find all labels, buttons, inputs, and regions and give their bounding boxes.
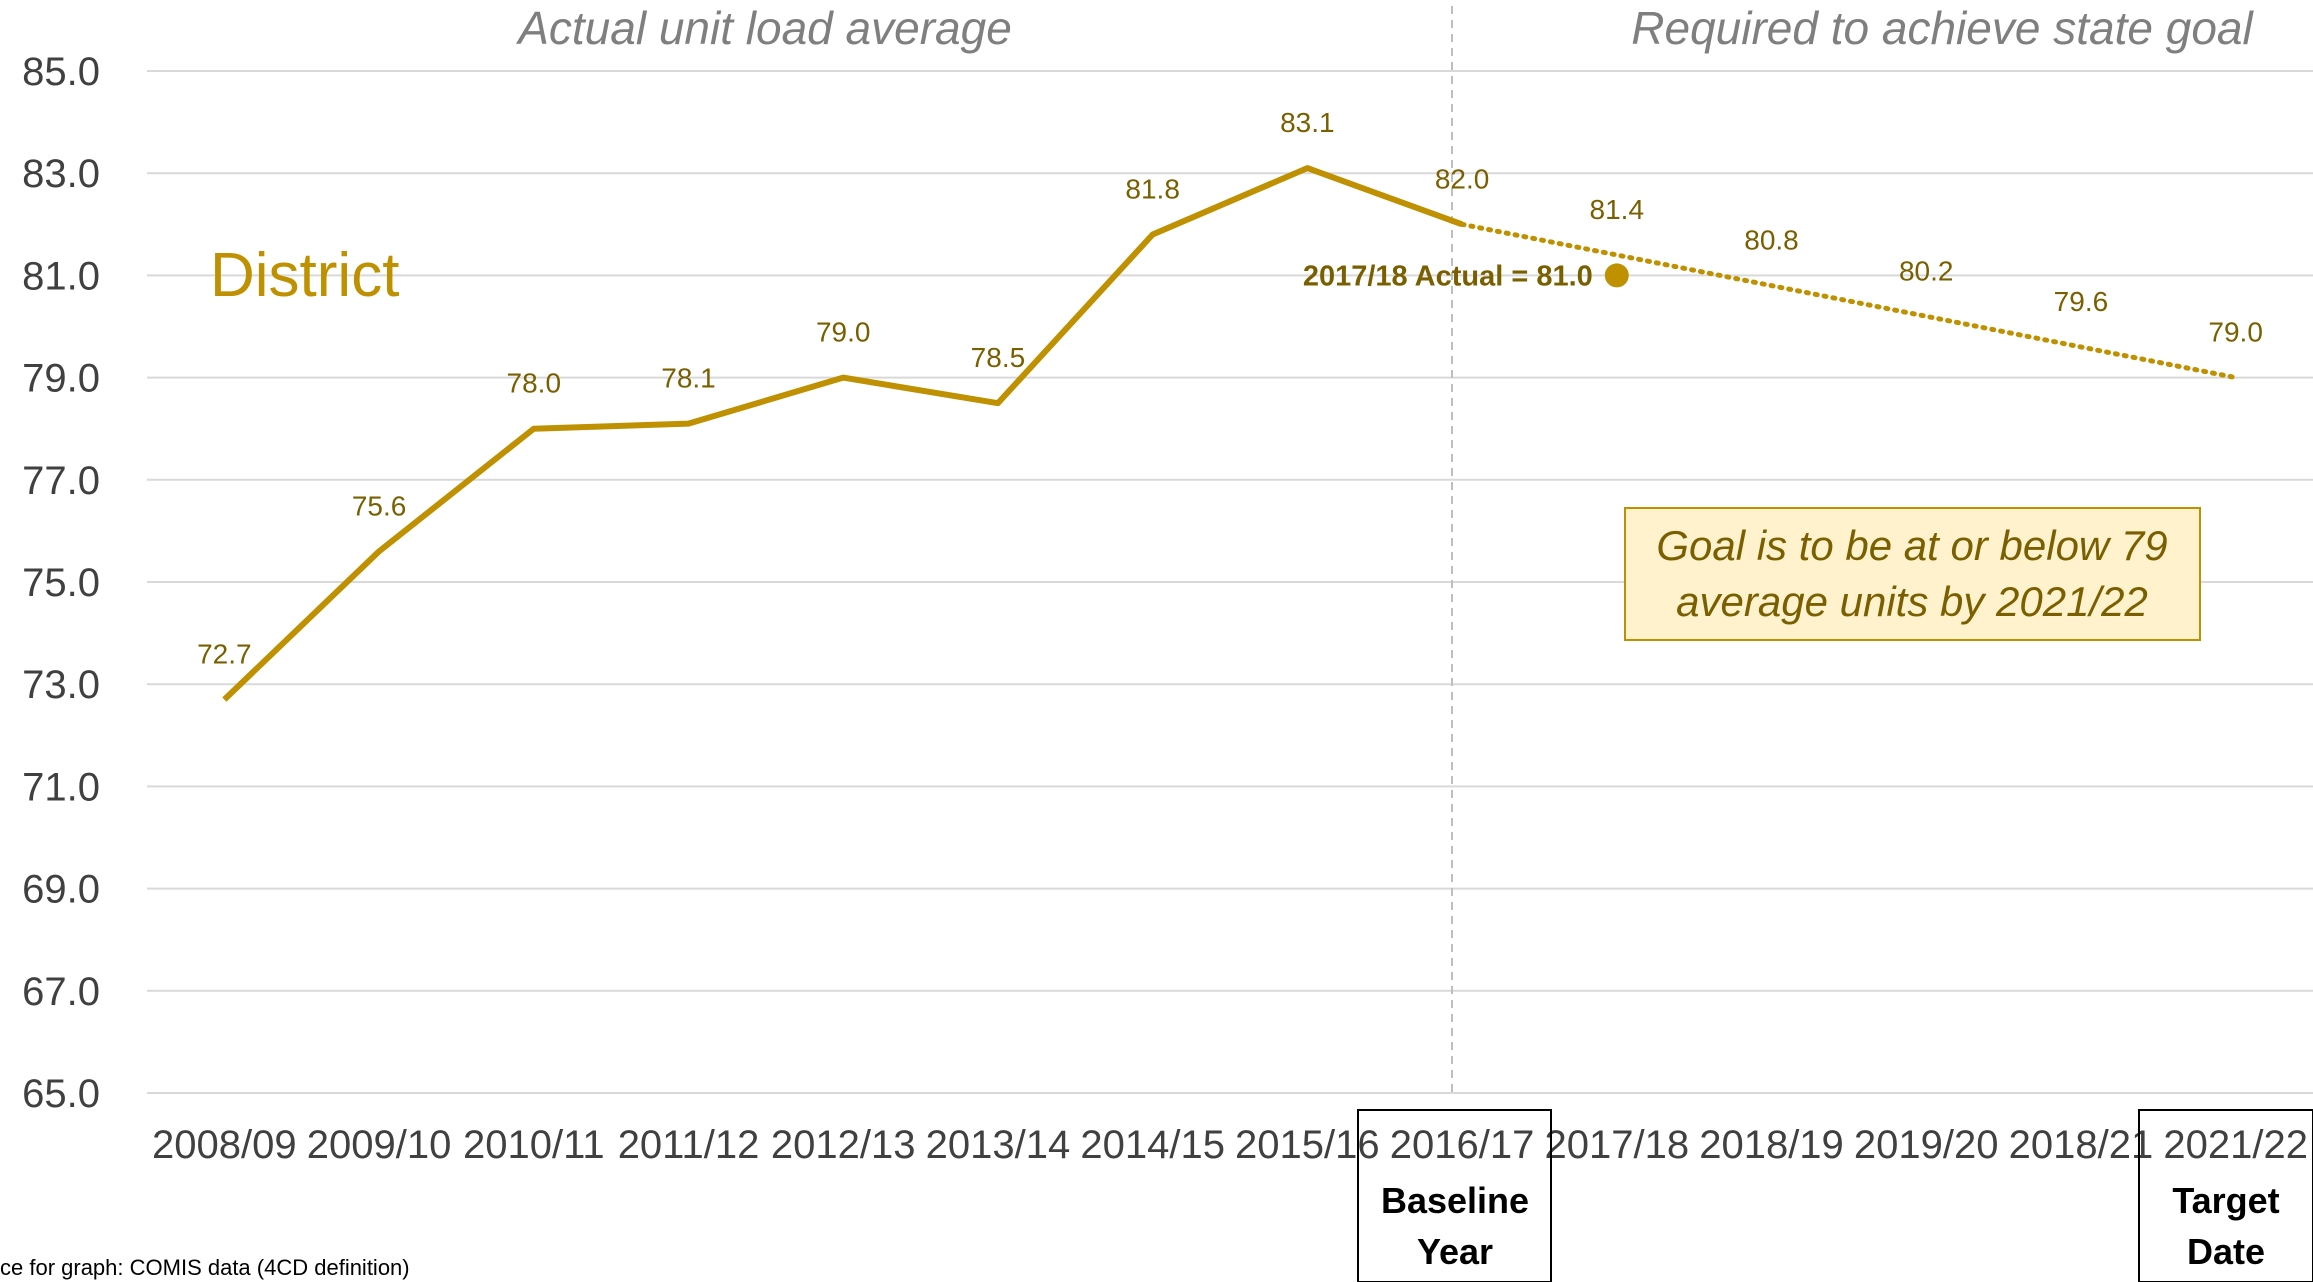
baseline-year-box bbox=[1357, 1109, 1552, 1282]
goal-box bbox=[1624, 507, 2201, 641]
x-tick-label: 2014/15 bbox=[1080, 1123, 1225, 1167]
data-label: 75.6 bbox=[352, 490, 407, 521]
section-right-title: Required to achieve state goal bbox=[1631, 2, 2254, 54]
gridlines bbox=[147, 70, 2313, 1094]
data-label: 78.5 bbox=[971, 342, 1026, 373]
baseline-box-line2: Year bbox=[1417, 1231, 1493, 1272]
x-tick-label: 2015/16 bbox=[1235, 1123, 1380, 1167]
section-left-title: Actual unit load average bbox=[515, 2, 1012, 54]
y-tick-label: 69.0 bbox=[22, 868, 100, 912]
x-tick-label: 2018/19 bbox=[1699, 1123, 1844, 1167]
x-tick-label: 2021/22 bbox=[2163, 1123, 2308, 1167]
x-tick-label: 2018/21 bbox=[2009, 1123, 2154, 1167]
data-label: 83.1 bbox=[1280, 107, 1335, 138]
data-label: 78.0 bbox=[507, 368, 562, 399]
data-label: 81.4 bbox=[1590, 194, 1645, 225]
y-tick-label: 71.0 bbox=[22, 765, 100, 809]
data-label: 78.1 bbox=[661, 363, 716, 394]
goal-text-line1: Goal is to be at or below 79 bbox=[1656, 522, 2167, 569]
data-label: 81.8 bbox=[1125, 174, 1180, 205]
actual-series-line bbox=[222, 165, 1464, 702]
x-tick-label: 2009/10 bbox=[307, 1123, 452, 1167]
actual-2017-18-point bbox=[1604, 263, 1629, 288]
y-tick-label: 83.0 bbox=[22, 152, 100, 196]
data-labels: 72.7 75.6 78.0 78.1 79.0 78.5 81.8 83.1 82.0 81.4… bbox=[197, 107, 2263, 669]
y-tick-label: 77.0 bbox=[22, 459, 100, 503]
y-tick-label: 81.0 bbox=[22, 254, 100, 298]
x-tick-label: 2010/11 bbox=[463, 1123, 605, 1167]
target-box-line2: Date bbox=[2187, 1231, 2265, 1272]
goal-path-line bbox=[1459, 221, 2239, 381]
x-tick-label: 2016/17 bbox=[1390, 1123, 1535, 1167]
target-date-box bbox=[2138, 1109, 2313, 1282]
y-tick-label: 79.0 bbox=[22, 357, 100, 401]
x-axis-ticks: 2008/09 2009/10 2010/11 2011/12 2012/13 2013/… bbox=[152, 1123, 2308, 1167]
x-tick-label: 2013/14 bbox=[926, 1123, 1071, 1167]
y-tick-label: 85.0 bbox=[22, 50, 100, 94]
target-box-line1: Target bbox=[2172, 1180, 2279, 1221]
y-tick-label: 73.0 bbox=[22, 663, 100, 707]
series-group bbox=[222, 165, 2239, 702]
data-label: 79.0 bbox=[816, 317, 871, 348]
data-label: 72.7 bbox=[197, 639, 252, 670]
actual-2017-18-label: 2017/18 Actual = 81.0 bbox=[1303, 260, 1593, 292]
series-label-district: District bbox=[210, 241, 399, 310]
data-label: 80.8 bbox=[1744, 225, 1799, 256]
x-tick-label: 2019/20 bbox=[1854, 1123, 1999, 1167]
x-tick-label: 2017/18 bbox=[1544, 1123, 1689, 1167]
y-tick-label: 65.0 bbox=[22, 1072, 100, 1116]
x-tick-label: 2011/12 bbox=[618, 1123, 760, 1167]
source-note: ce for graph: COMIS data (4CD definition… bbox=[0, 1255, 410, 1280]
x-tick-label: 2012/13 bbox=[771, 1123, 916, 1167]
goal-text-line2: average units by 2021/22 bbox=[1676, 578, 2148, 625]
data-label: 79.6 bbox=[2054, 286, 2109, 317]
x-tick-label: 2008/09 bbox=[152, 1123, 297, 1167]
y-axis-ticks: 85.0 83.0 81.0 79.0 77.0 75.0 73.0 71.0 69.0 67.0… bbox=[22, 50, 100, 1116]
data-label: 82.0 bbox=[1435, 163, 1490, 194]
y-tick-label: 75.0 bbox=[22, 561, 100, 605]
data-label: 79.0 bbox=[2208, 317, 2263, 348]
baseline-box-line1: Baseline bbox=[1381, 1180, 1529, 1221]
data-label: 80.2 bbox=[1899, 255, 1954, 286]
y-tick-label: 67.0 bbox=[22, 970, 100, 1014]
